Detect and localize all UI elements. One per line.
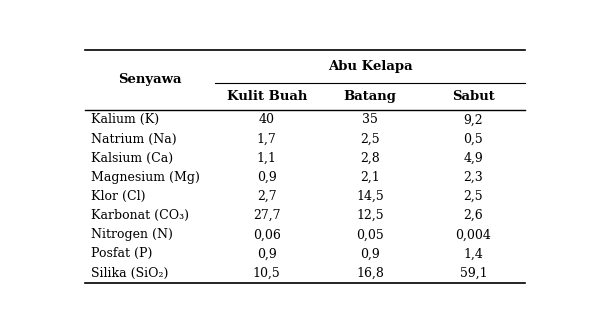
Text: 2,3: 2,3 [463, 171, 483, 184]
Text: Silika (SiO₂): Silika (SiO₂) [91, 266, 168, 280]
Text: 0,5: 0,5 [463, 133, 483, 145]
Text: 1,1: 1,1 [256, 152, 277, 164]
Text: 0,9: 0,9 [360, 247, 380, 261]
Text: Posfat (P): Posfat (P) [91, 247, 152, 261]
Text: Klor (Cl): Klor (Cl) [91, 190, 145, 203]
Text: Karbonat (CO₃): Karbonat (CO₃) [91, 209, 189, 222]
Text: Natrium (Na): Natrium (Na) [91, 133, 177, 145]
Text: 2,1: 2,1 [360, 171, 380, 184]
Text: Batang: Batang [343, 90, 397, 103]
Text: 4,9: 4,9 [463, 152, 483, 164]
Text: Kalsium (Ca): Kalsium (Ca) [91, 152, 173, 164]
Text: Sabut: Sabut [452, 90, 495, 103]
Text: 0,05: 0,05 [356, 228, 384, 241]
Text: Kulit Buah: Kulit Buah [226, 90, 307, 103]
Text: 10,5: 10,5 [253, 266, 281, 280]
Text: 16,8: 16,8 [356, 266, 384, 280]
Text: 1,7: 1,7 [257, 133, 277, 145]
Text: Kalium (K): Kalium (K) [91, 113, 159, 126]
Text: 0,9: 0,9 [257, 247, 277, 261]
Text: Nitrogen (N): Nitrogen (N) [91, 228, 173, 241]
Text: 59,1: 59,1 [460, 266, 487, 280]
Text: 0,06: 0,06 [253, 228, 281, 241]
Text: 35: 35 [362, 113, 378, 126]
Text: 9,2: 9,2 [463, 113, 483, 126]
Text: 27,7: 27,7 [253, 209, 281, 222]
Text: Abu Kelapa: Abu Kelapa [328, 60, 413, 73]
Text: 14,5: 14,5 [356, 190, 384, 203]
Text: 2,7: 2,7 [257, 190, 277, 203]
Text: 2,5: 2,5 [361, 133, 380, 145]
Text: 0,9: 0,9 [257, 171, 277, 184]
Text: 40: 40 [259, 113, 275, 126]
Text: 12,5: 12,5 [356, 209, 384, 222]
Text: 2,8: 2,8 [360, 152, 380, 164]
Text: 1,4: 1,4 [463, 247, 483, 261]
Text: Magnesium (Mg): Magnesium (Mg) [91, 171, 200, 184]
Text: 2,6: 2,6 [463, 209, 483, 222]
Text: 2,5: 2,5 [463, 190, 483, 203]
Text: Senyawa: Senyawa [118, 73, 182, 87]
Text: 0,004: 0,004 [456, 228, 491, 241]
